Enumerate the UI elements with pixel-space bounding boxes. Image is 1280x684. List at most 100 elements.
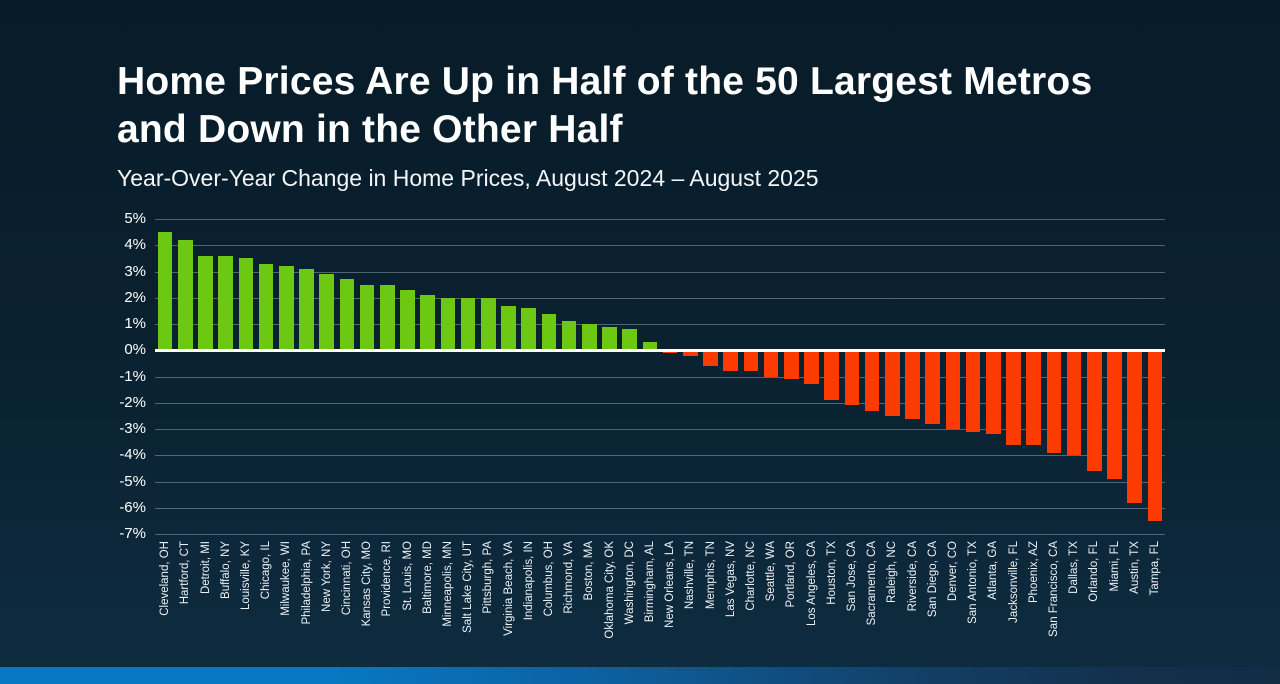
bar-seattle-wa xyxy=(763,350,779,377)
bar-washington-dc xyxy=(622,329,637,351)
x-axis-tick-label: Charlotte, NC xyxy=(744,541,757,611)
x-axis-tick-label: Las Vegas, NV xyxy=(724,541,737,618)
x-axis-tick-label: Cleveland, OH xyxy=(159,541,172,616)
bar-baltimore-md xyxy=(420,295,435,351)
bar-buffalo-ny xyxy=(218,255,233,351)
x-axis-tick-label: Buffalo, NY xyxy=(219,541,232,599)
gridline--2% xyxy=(155,402,1165,404)
y-axis-tick-label: 1% xyxy=(124,315,146,332)
x-axis-tick-label: Indianapolis, IN xyxy=(522,541,535,621)
bar-tampa-fl xyxy=(1147,350,1163,521)
y-axis-tick-label: -3% xyxy=(119,420,146,437)
x-axis-tick-label: Philadelphia, PA xyxy=(300,541,313,625)
x-axis-tick-label: Miami, FL xyxy=(1108,541,1121,592)
x-axis-tick-label: Hartford, CT xyxy=(179,541,192,605)
bar-kansas-city-mo xyxy=(359,284,375,351)
gridline-2% xyxy=(155,297,1165,299)
bar-charlotte-nc xyxy=(743,350,759,372)
bar-louisville-ky xyxy=(238,258,254,351)
x-axis-tick-label: Columbus, OH xyxy=(542,541,555,617)
x-axis-tick-label: Riverside, CA xyxy=(906,541,919,612)
x-axis-tick-label: Orlando, FL xyxy=(1088,541,1101,602)
gridline--7% xyxy=(155,534,1165,535)
bar-birmingham-al xyxy=(642,342,658,351)
x-axis-tick-label: Nashville, TN xyxy=(684,541,697,610)
bar-hartford-ct xyxy=(178,240,193,351)
bar-portland-or xyxy=(784,350,799,380)
x-axis-tick-label: Detroit, MI xyxy=(199,541,212,595)
bar-san-francisco-ca xyxy=(1046,350,1062,453)
y-axis-tick-label: -6% xyxy=(119,498,146,516)
y-axis-tick-label: 2% xyxy=(124,288,146,306)
bar-orlando-fl xyxy=(1087,350,1102,471)
y-axis-tick-label: -1% xyxy=(119,367,146,385)
bar-columbus-oh xyxy=(541,313,557,351)
x-axis-tick-label: Boston, MA xyxy=(583,541,596,601)
y-axis-tick-label: 5% xyxy=(124,210,146,227)
y-axis-tick-label: -7% xyxy=(119,525,146,542)
x-axis-tick-label: Raleigh, NC xyxy=(886,541,899,603)
x-axis-tick-label: St. Louis, MO xyxy=(401,541,414,611)
page-title: Home Prices Are Up in Half of the 50 Lar… xyxy=(117,58,1092,154)
x-axis-tick-label: San Jose, CA xyxy=(845,541,858,612)
x-axis-tick-label: New York, NY xyxy=(320,541,333,612)
bar-los-angeles-ca xyxy=(804,350,819,385)
x-axis-tick-label: Tampa, FL xyxy=(1148,541,1161,596)
x-axis-tick-label: Salt Lake City, UT xyxy=(462,541,475,633)
bar-providence-ri xyxy=(380,284,395,351)
gridline-3% xyxy=(155,271,1165,273)
x-axis-tick-label: Richmond, VA xyxy=(563,541,576,614)
bar-virginia-beach-va xyxy=(501,305,516,351)
bar-san-antonio-tx xyxy=(965,350,981,432)
x-axis-tick-label: Washington, DC xyxy=(623,541,636,625)
bar-boston-ma xyxy=(582,324,597,351)
y-axis-tick-label: -2% xyxy=(119,393,146,411)
x-axis-tick-label: Cincinnati, OH xyxy=(340,541,353,616)
gridline--1% xyxy=(155,376,1165,378)
chart-subtitle: Year-Over-Year Change in Home Prices, Au… xyxy=(117,165,819,191)
bar-salt-lake-city-ut xyxy=(460,297,476,351)
x-axis-tick-label: New Orleans, LA xyxy=(664,541,677,628)
bar-houston-tx xyxy=(824,350,839,401)
bar-san-diego-ca xyxy=(925,350,940,424)
x-axis-tick-label: Jacksonville, FL xyxy=(1007,541,1020,623)
bar-oklahoma-city-ok xyxy=(602,326,617,351)
x-axis-tick-label: Sacramento, CA xyxy=(866,541,879,626)
bar-indianapolis-in xyxy=(521,308,536,351)
bar-dallas-tx xyxy=(1066,350,1082,456)
bar-sacramento-ca xyxy=(864,350,880,411)
x-axis-tick-label: Providence, RI xyxy=(381,541,394,617)
gridline-5% xyxy=(155,219,1165,220)
zero-baseline xyxy=(155,348,1165,352)
x-axis-tick-label: Atlanta, GA xyxy=(987,541,1000,600)
x-axis-tick-label: Austin, TX xyxy=(1128,541,1141,594)
x-axis-tick-label: Seattle, WA xyxy=(765,541,778,602)
bar-new-york-ny xyxy=(319,274,334,351)
bar-milwaukee-wi xyxy=(279,266,294,351)
gridline--4% xyxy=(155,455,1165,457)
bar-philadelphia-pa xyxy=(299,268,314,351)
x-axis-tick-label: Chicago, IL xyxy=(260,541,273,600)
x-axis-tick-label: Baltimore, MD xyxy=(421,541,434,614)
bar-jacksonville-fl xyxy=(1006,350,1021,445)
x-axis-tick-label: Virginia Beach, VA xyxy=(502,541,515,636)
bar-cincinnati-oh xyxy=(339,279,355,351)
title-line-1: Home Prices Are Up in Half of the 50 Lar… xyxy=(117,60,1093,103)
bar-st-louis-mo xyxy=(400,289,415,351)
bar-pittsburgh-pa xyxy=(481,297,496,351)
bar-memphis-tn xyxy=(703,350,718,366)
bar-chicago-il xyxy=(258,263,274,351)
bar-denver-co xyxy=(945,350,961,429)
bar-minneapolis-mn xyxy=(440,297,456,351)
y-axis-tick-label: 0% xyxy=(124,341,146,359)
x-axis-tick-label: San Francisco, CA xyxy=(1047,541,1060,637)
x-axis-tick-label: Houston, TX xyxy=(825,541,838,605)
bar-san-jose-ca xyxy=(844,350,860,406)
footer-accent-band xyxy=(0,667,1280,684)
x-axis-tick-label: Memphis, TN xyxy=(704,541,717,610)
x-axis-tick-label: Pittsburgh, PA xyxy=(482,541,495,614)
y-axis-tick-label: -5% xyxy=(119,472,146,490)
bar-nashville-tn xyxy=(683,350,698,356)
bar-phoenix-az xyxy=(1026,350,1041,445)
